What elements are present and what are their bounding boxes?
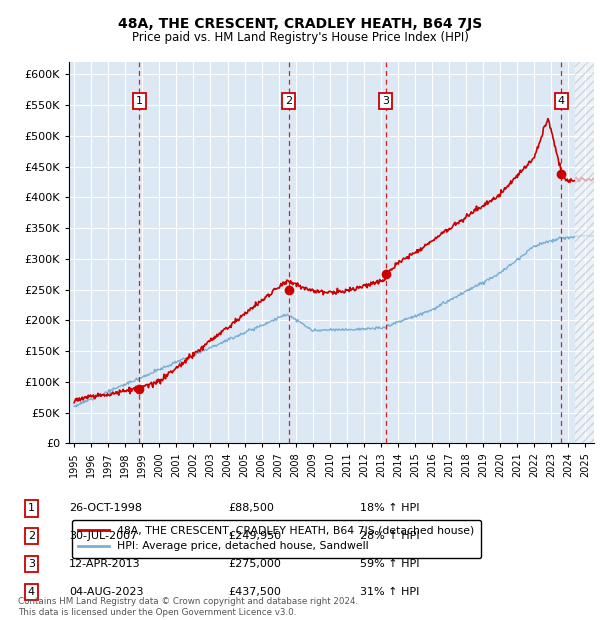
Text: 31% ↑ HPI: 31% ↑ HPI: [360, 587, 419, 597]
Bar: [575, 62, 594, 443]
Text: 1: 1: [28, 503, 35, 513]
Text: 2: 2: [28, 531, 35, 541]
Text: 3: 3: [28, 559, 35, 569]
Text: 28% ↑ HPI: 28% ↑ HPI: [360, 531, 419, 541]
Text: 2: 2: [285, 95, 292, 106]
Text: 26-OCT-1998: 26-OCT-1998: [69, 503, 142, 513]
Text: 4: 4: [28, 587, 35, 597]
Text: £249,950: £249,950: [228, 531, 281, 541]
Legend: 48A, THE CRESCENT, CRADLEY HEATH, B64 7JS (detached house), HPI: Average price, : 48A, THE CRESCENT, CRADLEY HEATH, B64 7J…: [72, 520, 481, 558]
Text: Contains HM Land Registry data © Crown copyright and database right 2024.
This d: Contains HM Land Registry data © Crown c…: [18, 598, 358, 617]
Text: 30-JUL-2007: 30-JUL-2007: [69, 531, 137, 541]
Text: £275,000: £275,000: [228, 559, 281, 569]
Text: £88,500: £88,500: [228, 503, 274, 513]
Text: Price paid vs. HM Land Registry's House Price Index (HPI): Price paid vs. HM Land Registry's House …: [131, 31, 469, 44]
Text: 1: 1: [136, 95, 143, 106]
Text: 59% ↑ HPI: 59% ↑ HPI: [360, 559, 419, 569]
Text: 04-AUG-2023: 04-AUG-2023: [69, 587, 143, 597]
Text: 3: 3: [382, 95, 389, 106]
Text: 12-APR-2013: 12-APR-2013: [69, 559, 140, 569]
Text: 18% ↑ HPI: 18% ↑ HPI: [360, 503, 419, 513]
Text: 4: 4: [558, 95, 565, 106]
Text: 48A, THE CRESCENT, CRADLEY HEATH, B64 7JS: 48A, THE CRESCENT, CRADLEY HEATH, B64 7J…: [118, 17, 482, 32]
Text: £437,500: £437,500: [228, 587, 281, 597]
